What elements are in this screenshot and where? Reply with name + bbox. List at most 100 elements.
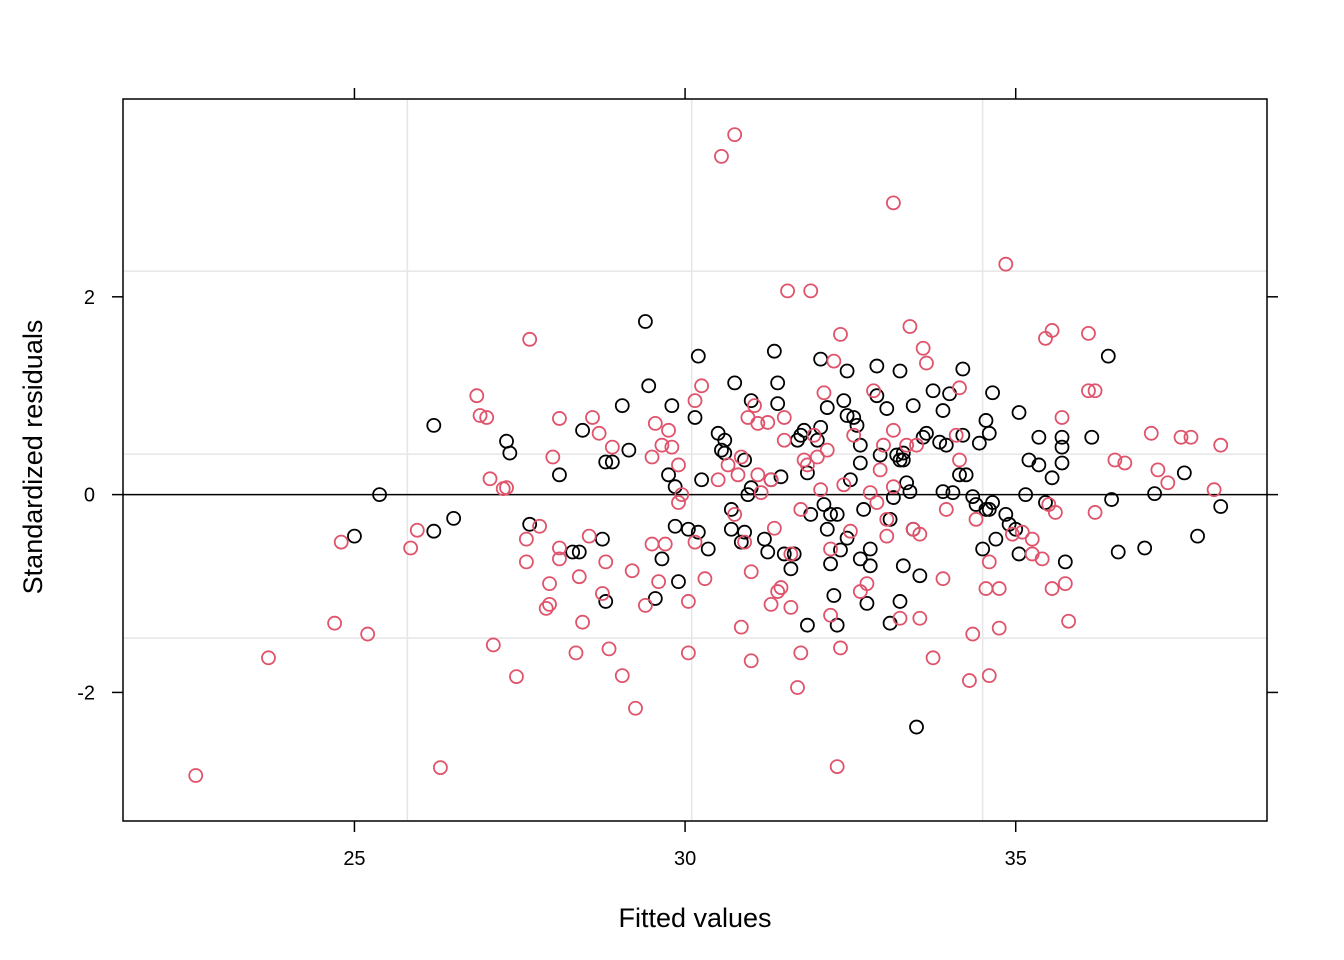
data-point-red: [552, 551, 567, 567]
data-point-red: [885, 479, 901, 495]
data-point-black: [571, 544, 587, 560]
data-point-red: [912, 526, 928, 542]
data-point-red: [657, 536, 673, 552]
data-point-black: [347, 528, 362, 544]
data-point-black: [499, 433, 514, 449]
data-point-red: [783, 546, 799, 562]
data-point-black: [667, 518, 683, 534]
data-point-black: [667, 479, 683, 495]
data-point-red: [753, 485, 769, 501]
data-point-red: [766, 520, 782, 536]
data-point-red: [968, 511, 984, 527]
data-point-red: [360, 626, 376, 642]
data-point-red: [852, 584, 868, 599]
data-point-black: [859, 596, 875, 611]
data-point-red: [542, 597, 557, 612]
data-point-red: [783, 599, 799, 615]
data-point-red: [948, 427, 964, 443]
axis-ticks: 25 30 35 -2 0 2: [77, 88, 1278, 870]
data-point-red: [823, 607, 838, 623]
data-point-black: [925, 383, 941, 399]
data-point-black: [839, 363, 855, 379]
data-point-black: [988, 531, 1004, 547]
data-point-red: [1024, 531, 1040, 547]
data-point-black: [1031, 429, 1047, 445]
data-point-red: [1034, 551, 1050, 567]
plot-frame: [122, 98, 1268, 822]
data-point-red: [604, 439, 620, 455]
data-point-black: [829, 617, 845, 633]
y-axis-label: Standardized residuals: [18, 320, 48, 595]
data-point-red: [680, 594, 696, 609]
data-point-black: [829, 506, 845, 522]
data-point-black: [800, 617, 815, 633]
data-point-black: [372, 487, 387, 503]
data-point-red: [965, 626, 981, 642]
data-point-red: [991, 581, 1007, 596]
data-point-red: [651, 574, 667, 590]
data-point-red: [800, 457, 815, 473]
data-point-black: [647, 591, 663, 606]
data-point-red: [661, 422, 676, 438]
data-point-black: [766, 343, 782, 359]
data-point-black: [813, 419, 829, 435]
data-point-black: [757, 531, 772, 547]
data-point-black: [1213, 499, 1229, 514]
data-point-black: [909, 719, 924, 735]
data-point-black: [1054, 429, 1070, 445]
data-point-red: [1107, 452, 1123, 468]
data-point-black: [1011, 546, 1027, 562]
data-point-red: [1087, 383, 1103, 399]
data-point-red: [806, 427, 822, 443]
data-point-red: [819, 442, 835, 458]
data-point-red: [925, 650, 941, 666]
data-point-black: [955, 427, 971, 443]
data-point-red: [760, 415, 776, 430]
data-point-red: [823, 541, 838, 557]
data-point-red: [935, 571, 951, 587]
data-point-red: [981, 668, 997, 684]
data-point-red: [581, 528, 597, 544]
data-point-black: [770, 396, 786, 412]
data-point-black: [1057, 554, 1073, 570]
data-point-red: [647, 416, 663, 431]
data-point-black: [895, 452, 911, 468]
data-point-red: [962, 673, 977, 688]
data-point-red: [433, 760, 448, 775]
data-point-red: [482, 471, 498, 487]
data-point-black: [700, 541, 716, 557]
y-tick-label: 2: [84, 287, 95, 309]
data-point-red: [485, 637, 501, 653]
data-point-red: [1005, 526, 1020, 542]
data-point-black: [981, 502, 997, 517]
data-point-black: [862, 541, 878, 557]
data-point-black: [862, 558, 878, 574]
data-point-red: [842, 523, 858, 539]
data-point-black: [737, 452, 752, 468]
data-point-red: [671, 495, 686, 510]
data-point-red: [826, 353, 842, 369]
data-point-red: [833, 640, 848, 656]
data-point-red: [879, 528, 895, 544]
data-point-red: [1014, 524, 1030, 540]
data-point-red: [776, 432, 792, 448]
data-point-red: [809, 449, 825, 465]
data-point-black: [426, 417, 442, 433]
data-point-black: [1137, 540, 1153, 556]
data-point-red: [687, 393, 703, 409]
data-point-red: [552, 411, 567, 426]
data-point-red: [978, 581, 994, 596]
data-point-black: [892, 594, 908, 609]
data-point-black: [604, 454, 620, 470]
data-point-red: [188, 768, 204, 783]
data-point-red: [793, 502, 809, 517]
data-point-red: [919, 355, 934, 371]
data-point-black: [694, 472, 710, 488]
x-axis-label: Fitted values: [618, 903, 771, 933]
data-point-red: [644, 536, 660, 552]
data-point-red: [1038, 330, 1053, 346]
y-tick-label: 0: [84, 485, 95, 507]
data-point-red: [1206, 482, 1222, 498]
data-point-red: [697, 571, 713, 587]
grid-lines: [123, 99, 1267, 821]
